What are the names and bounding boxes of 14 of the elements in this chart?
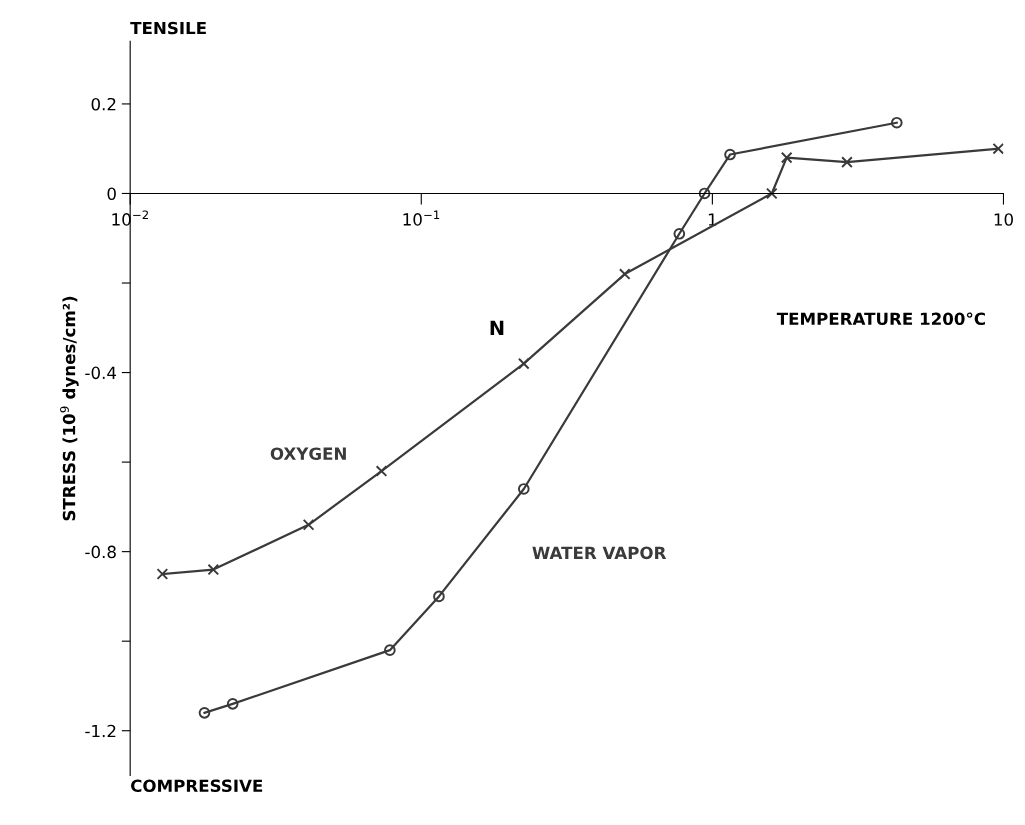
annotation: TEMPERATURE 1200°C	[776, 312, 985, 326]
text: TENSILE	[130, 21, 206, 35]
x-tick-label: 10	[994, 213, 1013, 226]
text: COMPRESSIVE	[131, 779, 263, 793]
series-label: OXYGEN	[270, 447, 346, 461]
y-tick-label: 0	[107, 187, 116, 201]
y-tick-label: -0.8	[85, 545, 116, 559]
y-tick-label: -0.4	[85, 366, 117, 380]
text: WATER VAPOR	[532, 546, 667, 560]
y-axis-title: STRESS (10$^{9}$ dynes/cm²)	[60, 296, 79, 521]
y-tick-label: -1.2	[85, 724, 116, 738]
x-tick-label: 10$^{−1}$	[403, 210, 440, 226]
x-axis-title: N	[490, 320, 504, 336]
y-tick-label: 0.2	[91, 97, 116, 111]
